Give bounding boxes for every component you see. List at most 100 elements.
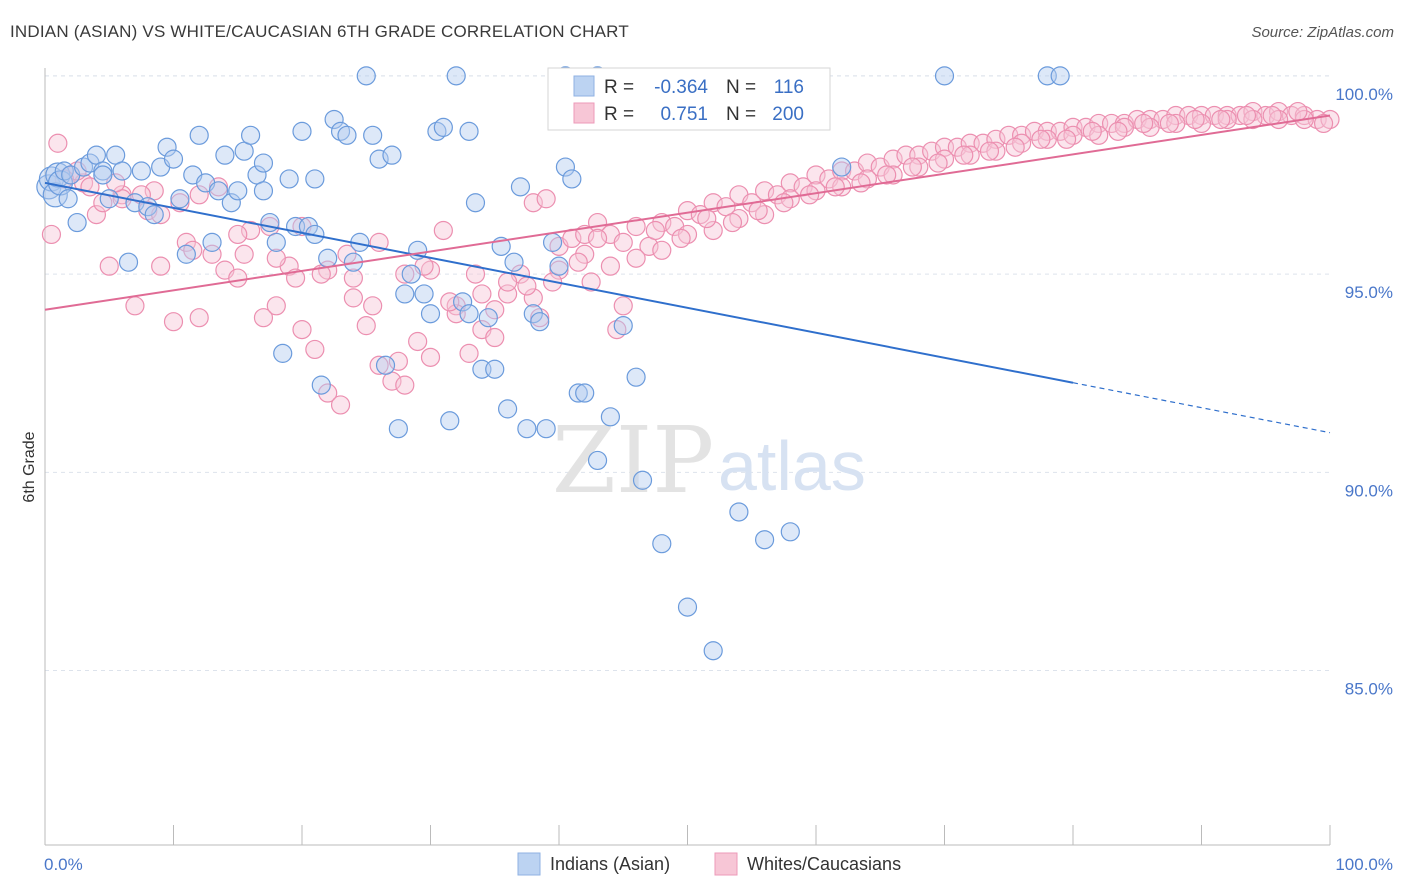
indian-point-55 (369, 149, 389, 169)
indian-point-102 (1050, 66, 1070, 86)
white-point-167 (131, 185, 151, 205)
legend-swatch-pink (573, 102, 595, 124)
white-point-189 (1056, 129, 1077, 149)
white-point-110 (600, 256, 621, 276)
indian-point-70 (465, 193, 486, 213)
indian-point-60 (401, 264, 421, 284)
indian-point-59 (395, 284, 415, 304)
indian-point-94 (677, 597, 698, 617)
white-point-125 (986, 141, 1006, 161)
white-point-188 (1031, 129, 1051, 149)
white-point-114 (703, 220, 723, 241)
white-point-45 (613, 232, 633, 252)
indian-point-16 (118, 252, 139, 272)
y-axis-label: 6th Grade (21, 431, 38, 502)
white-point-192 (1134, 113, 1154, 134)
indian-point-53 (356, 66, 376, 86)
white-point-157 (363, 296, 383, 316)
white-point-9 (151, 256, 171, 276)
bottom-legend-label-whites: Whites/Caucasians (747, 854, 901, 874)
white-point-194 (1185, 109, 1205, 130)
indian-point-27 (189, 125, 209, 145)
indian-point-78 (517, 419, 537, 439)
white-point-198 (1288, 101, 1308, 122)
white-point-180 (825, 177, 845, 197)
indian-point-108 (93, 165, 113, 185)
indian-point-32 (221, 193, 241, 213)
indian-point-33 (228, 181, 248, 201)
indian-point-106 (305, 169, 325, 189)
indian-point-54 (363, 125, 383, 145)
white-point-7 (125, 296, 145, 316)
indian-point-2 (42, 182, 68, 208)
indian-point-88 (587, 450, 608, 471)
bottom-legend: Indians (Asian) Whites/Caucasians (517, 852, 901, 876)
legend-r-value-2: 0.751 (660, 104, 708, 125)
indian-point-43 (292, 121, 312, 141)
white-point-141 (228, 224, 248, 245)
trend-line-dashed-0 (1072, 382, 1331, 434)
white-point-23 (330, 395, 351, 415)
trend-lines (44, 114, 1331, 434)
indian-point-89 (600, 407, 621, 427)
white-point-1 (48, 133, 68, 153)
data-points (36, 66, 1340, 661)
indian-point-37 (253, 153, 274, 173)
indian-point-18 (131, 161, 151, 181)
indian-point-40 (273, 343, 293, 363)
indian-point-30 (208, 181, 229, 201)
white-point-182 (877, 165, 897, 185)
white-point-0 (41, 224, 62, 245)
indian-point-99 (832, 157, 852, 177)
white-point-64 (857, 153, 878, 173)
white-point-104 (420, 347, 441, 367)
indian-point-92 (632, 470, 653, 490)
indian-point-76 (504, 252, 524, 272)
white-point-197 (1262, 105, 1282, 126)
bottom-legend-swatch-pink (714, 852, 738, 876)
white-point-109 (575, 224, 595, 245)
white-point-144 (395, 375, 415, 395)
legend-swatch-blue (573, 75, 595, 97)
white-point-176 (722, 212, 743, 233)
white-point-4 (86, 205, 107, 225)
white-point-177 (748, 201, 768, 221)
indian-point-29 (202, 232, 222, 252)
white-point-107 (523, 288, 543, 308)
y-tick-label-2: 95.0% (1345, 283, 1393, 302)
white-point-93 (1230, 105, 1250, 126)
white-point-112 (652, 240, 672, 260)
x-tick-label-0: 0.0% (44, 855, 83, 874)
trend-line-1 (44, 114, 1331, 311)
indian-point-93 (652, 534, 672, 554)
y-tick-label-3: 100.0% (1335, 85, 1393, 104)
white-point-21 (305, 339, 325, 360)
indian-point-79 (523, 304, 543, 324)
white-point-196 (1236, 105, 1257, 126)
indian-point-8 (67, 212, 87, 233)
white-point-181 (851, 173, 871, 193)
white-point-17 (253, 308, 274, 328)
white-point-147 (613, 296, 633, 316)
white-point-10 (163, 312, 184, 332)
indian-point-63 (420, 304, 441, 324)
white-point-58 (780, 173, 800, 193)
white-point-119 (832, 177, 852, 197)
white-point-187 (1005, 137, 1025, 157)
x-tick-labels: 0.0% 100.0% (44, 855, 1393, 874)
indian-point-100 (934, 66, 955, 86)
white-point-173 (645, 220, 665, 241)
white-point-183 (902, 157, 922, 177)
white-point-185 (954, 145, 974, 165)
indian-point-82 (542, 232, 563, 252)
indian-point-44 (298, 216, 319, 237)
white-point-162 (234, 244, 254, 264)
indian-point-6 (58, 189, 78, 209)
indian-point-31 (215, 145, 235, 165)
indian-point-107 (253, 181, 274, 201)
white-point-33 (459, 343, 479, 363)
white-point-35 (485, 300, 505, 320)
watermark: ZIP atlas (552, 407, 866, 514)
indian-point-98 (780, 522, 800, 542)
